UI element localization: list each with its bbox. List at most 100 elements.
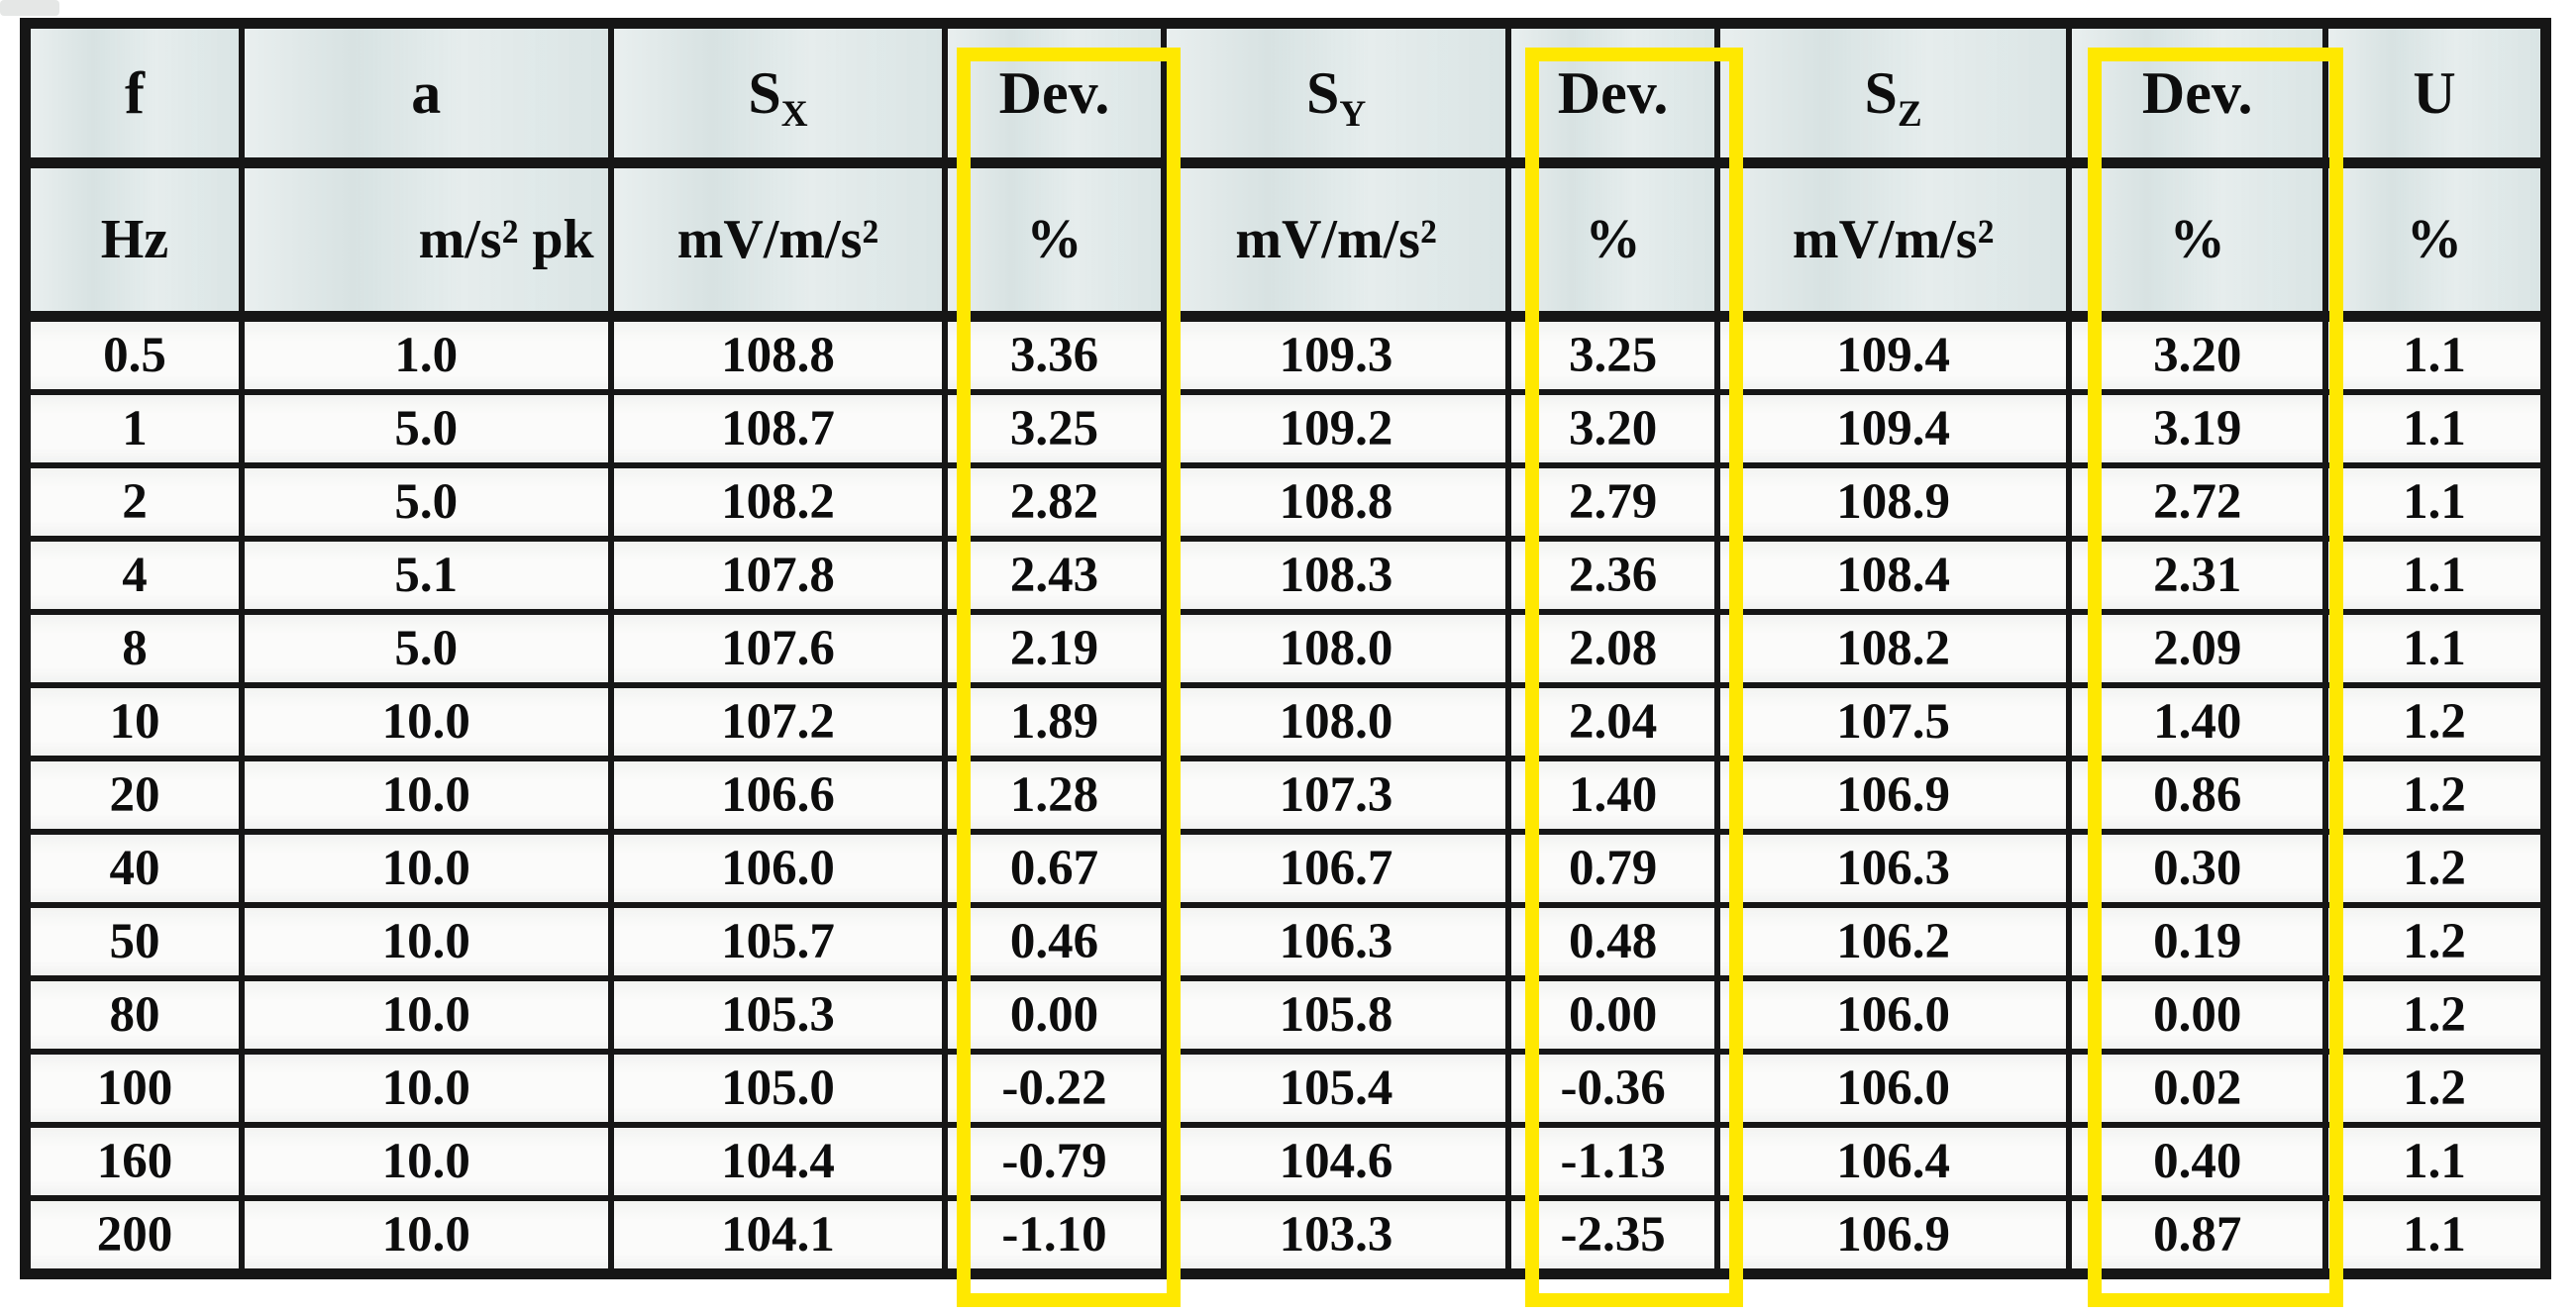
table-row: 200 10.0 104.1 -1.10 103.3 -2.35 106.9 0.87 1.1 <box>22 1195 2549 1277</box>
table-cell: 108.2 <box>607 462 949 542</box>
table-cell: 2 <box>22 462 245 542</box>
calibration-sensitivity-table: f a SX Dev. SY Dev. SZ Dev. U Hz m/s² pk… <box>20 18 2551 1279</box>
col-header-uncertainty: U <box>2321 20 2549 168</box>
table-cell: 108.8 <box>1160 462 1512 542</box>
table-cell: 109.3 <box>1160 313 1512 395</box>
table-cell: 2.19 <box>942 609 1167 688</box>
table-cell: 0.40 <box>2066 1122 2328 1201</box>
table-cell: 1.2 <box>2321 975 2549 1055</box>
table-cell: 108.0 <box>1160 609 1512 688</box>
table-row: 1 5.0 108.7 3.25 109.2 3.20 109.4 3.19 1.1 <box>22 389 2549 468</box>
table-cell: 107.8 <box>607 536 949 615</box>
table-cell: 1.1 <box>2321 1195 2549 1277</box>
table-cell: 2.43 <box>942 536 1167 615</box>
table-cell: 3.25 <box>942 389 1167 468</box>
table-cell: -0.36 <box>1505 1049 1720 1128</box>
table-cell: 10.0 <box>238 682 614 761</box>
table-cell: 0.19 <box>2066 902 2328 981</box>
table-cell: 107.2 <box>607 682 949 761</box>
table-header: f a SX Dev. SY Dev. SZ Dev. U Hz m/s² pk… <box>22 20 2549 322</box>
table-cell: 3.36 <box>942 313 1167 395</box>
table-cell: 0.87 <box>2066 1195 2328 1277</box>
table-cell: 1.0 <box>238 313 614 395</box>
table-cell: 10 <box>22 682 245 761</box>
table-cell: 0.67 <box>942 829 1167 908</box>
table-row: 40 10.0 106.0 0.67 106.7 0.79 106.3 0.30 1.2 <box>22 829 2549 908</box>
table-cell: 106.0 <box>1713 975 2073 1055</box>
table-cell: 105.3 <box>607 975 949 1055</box>
unit-acceleration: m/s² pk <box>238 159 614 322</box>
table-cell: 106.3 <box>1713 829 2073 908</box>
table-cell: 108.9 <box>1713 462 2073 542</box>
table-cell: 0.00 <box>1505 975 1720 1055</box>
table-cell: 2.31 <box>2066 536 2328 615</box>
table-cell: 1.40 <box>2066 682 2328 761</box>
col-header-acceleration: a <box>238 20 614 168</box>
table-row: 10 10.0 107.2 1.89 108.0 2.04 107.5 1.40 1.2 <box>22 682 2549 761</box>
table-cell: 103.3 <box>1160 1195 1512 1277</box>
table-row: 80 10.0 105.3 0.00 105.8 0.00 106.0 0.00 1.2 <box>22 975 2549 1055</box>
table-cell: 104.6 <box>1160 1122 1512 1201</box>
table-cell: 100 <box>22 1049 245 1128</box>
table-row: 4 5.1 107.8 2.43 108.3 2.36 108.4 2.31 1.1 <box>22 536 2549 615</box>
table-cell: 108.2 <box>1713 609 2073 688</box>
table-cell: 106.4 <box>1713 1122 2073 1201</box>
table-cell: -2.35 <box>1505 1195 1720 1277</box>
table-cell: 108.3 <box>1160 536 1512 615</box>
table-cell: 0.79 <box>1505 829 1720 908</box>
table-row: 50 10.0 105.7 0.46 106.3 0.48 106.2 0.19 1.2 <box>22 902 2549 981</box>
table-cell: 3.20 <box>1505 389 1720 468</box>
table-cell: 5.0 <box>238 389 614 468</box>
table-cell: 0.30 <box>2066 829 2328 908</box>
table-cell: 8 <box>22 609 245 688</box>
table-row: 100 10.0 105.0 -0.22 105.4 -0.36 106.0 0.02 1.2 <box>22 1049 2549 1128</box>
table-row: 0.5 1.0 108.8 3.36 109.3 3.25 109.4 3.20 1.1 <box>22 313 2549 395</box>
table-cell: 5.0 <box>238 462 614 542</box>
table-cell: 105.8 <box>1160 975 1512 1055</box>
table-cell: 1.1 <box>2321 609 2549 688</box>
table-cell: 2.08 <box>1505 609 1720 688</box>
table-row: 8 5.0 107.6 2.19 108.0 2.08 108.2 2.09 1.1 <box>22 609 2549 688</box>
table-cell: 5.1 <box>238 536 614 615</box>
col-header-sensitivity-z: SZ <box>1713 20 2073 168</box>
table-cell: 106.9 <box>1713 756 2073 835</box>
unit-sensitivity-y: mV/m/s² <box>1160 159 1512 322</box>
table-cell: 106.7 <box>1160 829 1512 908</box>
unit-uncertainty: % <box>2321 159 2549 322</box>
table-cell: 1.28 <box>942 756 1167 835</box>
col-header-deviation-x: Dev. <box>942 20 1167 168</box>
table-cell: 106.9 <box>1713 1195 2073 1277</box>
table-cell: 10.0 <box>238 1049 614 1128</box>
table-cell: 106.0 <box>1713 1049 2073 1128</box>
table-cell: 80 <box>22 975 245 1055</box>
table-cell: 1 <box>22 389 245 468</box>
table-cell: 10.0 <box>238 756 614 835</box>
table-cell: 108.8 <box>607 313 949 395</box>
table-cell: -1.13 <box>1505 1122 1720 1201</box>
table-cell: 1.2 <box>2321 1049 2549 1128</box>
unit-deviation-z: % <box>2066 159 2328 322</box>
table-cell: 2.82 <box>942 462 1167 542</box>
table-cell: 104.1 <box>607 1195 949 1277</box>
table-cell: 0.46 <box>942 902 1167 981</box>
table-cell: 2.36 <box>1505 536 1720 615</box>
table-cell: 3.19 <box>2066 389 2328 468</box>
unit-deviation-y: % <box>1505 159 1720 322</box>
col-header-deviation-y: Dev. <box>1505 20 1720 168</box>
table-cell: 1.2 <box>2321 829 2549 908</box>
table-cell: 1.1 <box>2321 1122 2549 1201</box>
col-header-sensitivity-y: SY <box>1160 20 1512 168</box>
table-cell: 107.5 <box>1713 682 2073 761</box>
table-cell: 108.4 <box>1713 536 2073 615</box>
table-cell: 105.0 <box>607 1049 949 1128</box>
table-cell: 0.02 <box>2066 1049 2328 1128</box>
table-cell: 40 <box>22 829 245 908</box>
table-cell: 1.2 <box>2321 902 2549 981</box>
table-cell: 109.2 <box>1160 389 1512 468</box>
table-cell: 1.1 <box>2321 313 2549 395</box>
header-row-labels: f a SX Dev. SY Dev. SZ Dev. U <box>22 20 2549 168</box>
table-cell: 0.5 <box>22 313 245 395</box>
table-cell: 107.6 <box>607 609 949 688</box>
table-cell: 200 <box>22 1195 245 1277</box>
table-cell: 108.7 <box>607 389 949 468</box>
